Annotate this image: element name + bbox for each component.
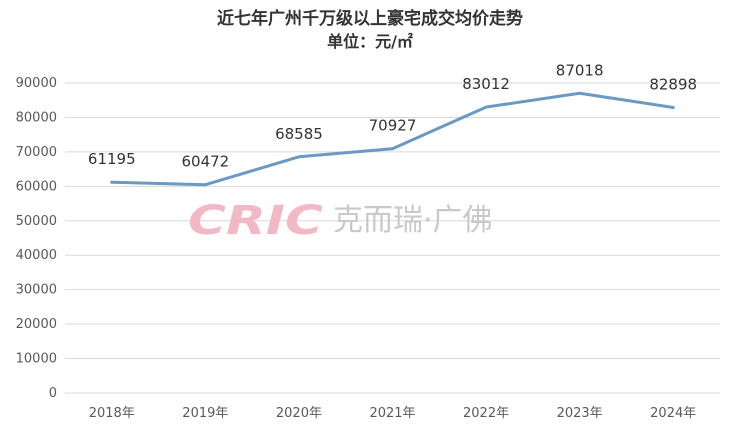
data-label: 61195 [88,150,136,168]
y-tick-label: 20000 [16,317,57,332]
x-tick-label: 2018年 [89,406,135,421]
chart-title: 近七年广州千万级以上豪宅成交均价走势 [217,9,523,29]
series [110,91,675,187]
y-tick-label: 80000 [16,110,57,125]
data-point [391,147,394,151]
y-tick-label: 50000 [16,214,57,229]
data-point [110,180,114,184]
x-tick-label: 2022年 [463,406,509,421]
x-tick-label: 2024年 [650,406,696,421]
watermark-text: 克而瑞·广佛 [333,203,493,238]
watermark-logo: CRIC [188,198,323,244]
data-label: 83012 [462,75,510,93]
x-axis: 2018年 2019年 2020年 2021年 2022年 2023年 2024年 [89,406,697,421]
data-label: 82898 [649,75,697,93]
data-labels: 61195 60472 68585 70927 83012 87018 82898 [88,61,697,170]
series-line [110,91,675,187]
data-label: 70927 [369,117,417,135]
y-tick-label: 30000 [16,283,57,298]
data-point [297,155,301,159]
x-tick-label: 2020年 [276,406,322,421]
gridlines [65,82,720,394]
y-tick-label: 70000 [16,145,57,160]
data-label: 87018 [556,61,604,79]
data-point [203,183,207,187]
y-tick-label: 10000 [16,352,57,367]
x-tick-label: 2019年 [182,406,228,421]
y-tick-label: 0 [49,386,57,401]
y-tick-label: 90000 [16,76,57,91]
y-axis: 0 10000 20000 30000 40000 50000 60000 70000 8000… [16,76,57,401]
watermark: CRIC 克而瑞·广佛 [188,198,493,244]
x-tick-label: 2021年 [369,406,415,421]
data-point [484,105,488,109]
x-tick-label: 2023年 [557,406,603,421]
y-tick-label: 40000 [16,248,57,263]
data-label: 68585 [275,125,323,143]
data-label: 60472 [181,153,229,171]
data-point [671,105,675,109]
y-tick-label: 60000 [16,179,57,194]
data-point [578,91,582,95]
chart-subtitle: 单位：元/㎡ [327,32,413,51]
